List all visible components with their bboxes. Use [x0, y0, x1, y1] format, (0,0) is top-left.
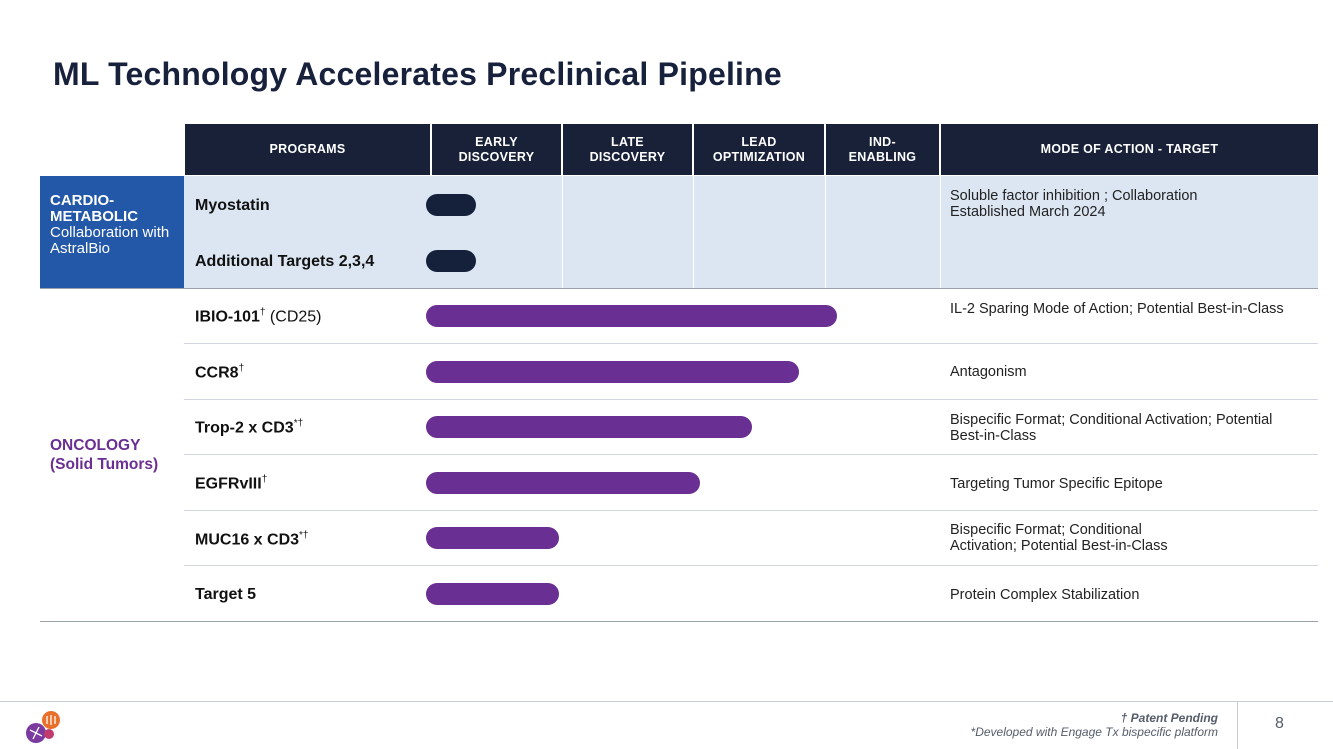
row-separator — [184, 510, 1318, 511]
mode-target-5: Protein Complex Stabilization — [950, 587, 1140, 603]
patent-mark: † — [259, 307, 266, 318]
footnote-patent: † Patent Pending — [1120, 711, 1218, 725]
program-name: IBIO-101 — [195, 308, 260, 326]
stage-divider — [693, 176, 694, 288]
stage-divider — [940, 176, 941, 288]
progress-bar-ibio-101 — [426, 305, 837, 327]
mode-ibio-101: IL-2 Sparing Mode of Action; Potential B… — [950, 301, 1284, 317]
program-muc16-cd3: MUC16 x CD3*† — [195, 530, 308, 549]
program-trop2-cd3: Trop-2 x CD3*† — [195, 418, 303, 437]
program-myostatin: Myostatin — [195, 197, 270, 215]
cardio-subtitle: Collaboration with AstralBio — [50, 224, 170, 257]
program-name: Target 5 — [195, 586, 257, 603]
header-late-discovery-label: LATE DISCOVERY — [589, 134, 666, 164]
oncology-subtitle: (Solid Tumors) — [50, 456, 159, 473]
program-target-5: Target 5 — [195, 586, 256, 604]
table-bottom-border — [40, 621, 1318, 622]
header-late-discovery: LATE DISCOVERY — [563, 124, 692, 175]
footer-vertical-divider — [1237, 702, 1238, 749]
patent-mark: † — [238, 363, 245, 374]
row-separator — [184, 454, 1318, 455]
progress-bar-egfrviii — [426, 472, 700, 494]
page-number: 8 — [1275, 715, 1284, 732]
mode-egfrviii: Targeting Tumor Specific Epitope — [950, 476, 1163, 492]
row-separator — [184, 399, 1318, 400]
mode-trop2-cd3: Bispecific Format; Conditional Activatio… — [950, 412, 1273, 444]
program-ccr8: CCR8† — [195, 363, 244, 382]
patent-mark: † — [261, 474, 268, 485]
progress-bar-muc16-cd3 — [426, 527, 560, 549]
header-early-discovery-label: EARLY DISCOVERY — [458, 134, 535, 164]
header-lead-optimization-label: LEAD OPTIMIZATION — [712, 134, 806, 164]
program-name: Additional Targets 2,3,4 — [195, 253, 375, 270]
program-ibio-101: IBIO-101† (CD25) — [195, 307, 322, 326]
row-separator — [184, 565, 1318, 566]
row-separator — [184, 343, 1318, 344]
progress-bar-ccr8 — [426, 361, 799, 383]
program-additional-targets: Additional Targets 2,3,4 — [195, 253, 374, 271]
company-logo-icon — [26, 711, 60, 743]
mode-ccr8: Antagonism — [950, 364, 1027, 380]
footnote-engage: *Developed with Engage Tx bispecific pla… — [970, 725, 1218, 739]
cardio-title: CARDIO-METABOLIC — [50, 192, 139, 225]
oncology-title: ONCOLOGY — [50, 437, 141, 454]
program-name: EGFRvIII — [195, 475, 262, 493]
program-name: MUC16 x CD3 — [195, 531, 300, 549]
progress-bar-additional-targets — [426, 250, 476, 272]
progress-bar-target-5 — [426, 583, 560, 605]
cardio-section-background — [184, 176, 1318, 288]
program-suffix: (CD25) — [265, 308, 322, 326]
patent-mark: *† — [299, 530, 309, 541]
header-programs: PROGRAMS — [185, 124, 430, 175]
program-name: CCR8 — [195, 364, 239, 382]
stage-divider — [825, 176, 826, 288]
header-ind-enabling: IND-ENABLING — [826, 124, 939, 175]
mode-muc16-cd3: Bispecific Format; Conditional Activatio… — [950, 522, 1168, 554]
patent-mark: *† — [293, 418, 304, 429]
page-title: ML Technology Accelerates Preclinical Pi… — [53, 56, 782, 92]
program-name: Trop-2 x CD3 — [195, 419, 294, 437]
header-mode-of-action: MODE OF ACTION - TARGET — [941, 124, 1318, 175]
header-lead-optimization: LEAD OPTIMIZATION — [694, 124, 824, 175]
section-separator — [40, 288, 1318, 289]
program-egfrviii: EGFRvIII† — [195, 474, 267, 493]
program-name: Myostatin — [195, 197, 270, 214]
mode-myostatin: Soluble factor inhibition ; Collaboratio… — [950, 188, 1198, 220]
cardio-metabolic-label: CARDIO-METABOLIC Collaboration with Astr… — [40, 176, 184, 288]
footer-divider — [0, 701, 1333, 702]
progress-bar-trop2-cd3 — [426, 416, 753, 438]
oncology-label: ONCOLOGY (Solid Tumors) — [50, 436, 158, 474]
header-ind-enabling-label: IND-ENABLING — [848, 134, 917, 164]
header-early-discovery: EARLY DISCOVERY — [432, 124, 561, 175]
progress-bar-myostatin — [426, 194, 476, 216]
stage-divider — [562, 176, 563, 288]
